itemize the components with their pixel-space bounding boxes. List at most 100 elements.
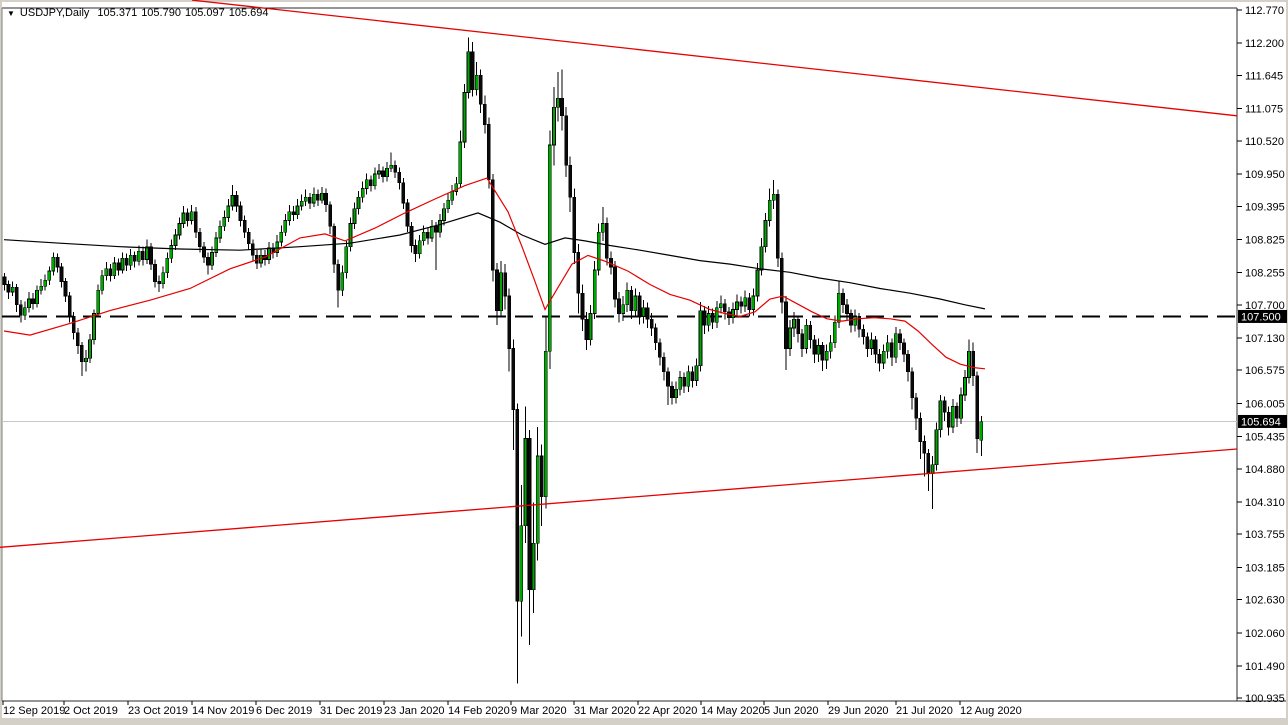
candle-body-bull — [621, 304, 625, 314]
price-axis-label: 107.700 — [1245, 300, 1285, 312]
candle — [714, 300, 719, 329]
candle — [320, 186, 324, 204]
candle — [311, 187, 316, 208]
candle-body-bull — [364, 179, 369, 189]
candle-body-bull — [84, 357, 88, 363]
candle-body-bull — [763, 220, 768, 248]
plot-area[interactable] — [2, 8, 1237, 701]
candle-body-bear — [59, 266, 64, 282]
price-axis-label: 110.520 — [1245, 136, 1284, 148]
candle — [169, 239, 174, 263]
candle-body-bull — [161, 272, 166, 285]
candle-body-bear — [841, 292, 845, 306]
candle-body-bear — [629, 289, 634, 311]
candle-body-bull — [686, 371, 691, 387]
candle — [287, 204, 292, 226]
candle-body-bear — [812, 339, 817, 355]
candle — [279, 225, 284, 247]
candle-body-bear — [906, 353, 910, 373]
candle-body-bull — [446, 199, 450, 210]
candle-body-bull — [836, 292, 841, 323]
candle — [576, 243, 581, 314]
time-axis-label: 14 Nov 2019 — [192, 705, 254, 717]
candle — [43, 274, 48, 291]
price-axis-label: 111.645 — [1245, 70, 1283, 82]
candle — [385, 161, 389, 182]
candle — [454, 176, 459, 196]
candle — [96, 284, 100, 318]
candle-body-bear — [324, 192, 328, 206]
candle — [381, 166, 385, 183]
candle — [230, 185, 235, 211]
candle — [898, 329, 902, 351]
price-axis-label: 109.950 — [1245, 169, 1285, 181]
candle-body-bear — [605, 223, 609, 259]
candle-body-bull — [458, 141, 463, 185]
candle-body-bear — [666, 371, 670, 387]
candle-body-bear — [116, 262, 121, 271]
candle-body-bear — [328, 204, 332, 227]
chart-ohlc-header: ▼ USDJPY,Daily 105.371 105.790 105.097 1… — [7, 7, 272, 19]
candle-body-bull — [474, 74, 479, 91]
candle-body-bear — [877, 353, 882, 364]
candle-body-bull — [43, 280, 48, 287]
candle-body-bear — [873, 339, 878, 355]
candle-body-bull — [438, 220, 442, 233]
candle-body-bear — [560, 98, 564, 117]
candle — [670, 381, 674, 405]
candle — [478, 69, 483, 113]
price-axis-label: 104.880 — [1245, 464, 1285, 476]
candle — [291, 205, 296, 222]
candle — [177, 217, 182, 240]
chart-menu-arrow-icon[interactable]: ▼ — [7, 8, 15, 18]
candle-body-bull — [283, 220, 288, 233]
candle-body-bear — [482, 103, 487, 125]
candle — [780, 252, 784, 314]
candle — [682, 372, 687, 394]
candle-body-bull — [47, 270, 52, 281]
candle-body-bull — [177, 223, 182, 236]
candle-body-bear — [413, 245, 418, 254]
candle-body-bear — [808, 324, 813, 341]
candle — [153, 259, 157, 288]
candle — [206, 252, 210, 275]
candle-body-bear — [193, 211, 198, 233]
candle-body-bull — [788, 327, 792, 349]
candle-body-bull — [136, 250, 141, 262]
candle — [918, 412, 923, 459]
price-axis[interactable]: 112.770 112.200 111.645 111.075 110.520 109.9… — [1237, 5, 1287, 705]
candle-body-bull — [967, 350, 971, 378]
candle-body-bear — [784, 301, 788, 349]
candle — [486, 117, 491, 189]
candle-body-bull — [222, 217, 227, 227]
candle — [739, 296, 744, 314]
candle-body-bear — [507, 295, 512, 349]
candle — [88, 333, 92, 363]
candle-body-bear — [657, 342, 662, 358]
candle-body-bull — [755, 269, 760, 297]
candle — [128, 248, 133, 270]
candle-body-bull — [145, 246, 149, 260]
candle — [922, 435, 927, 477]
candle — [950, 399, 955, 433]
candle — [568, 156, 573, 212]
candle-body-bull — [454, 183, 459, 192]
candle — [157, 275, 162, 293]
candle-body-bear — [775, 193, 780, 259]
candle-body-bear — [942, 400, 947, 413]
candle-body-bull — [88, 339, 92, 359]
candle-body-bear — [478, 74, 483, 105]
time-axis-label: 21 Jul 2020 — [896, 705, 953, 717]
candle — [79, 342, 84, 376]
candle-body-bear — [31, 298, 35, 305]
candle-body-bear — [486, 124, 491, 181]
candle-body-bear — [141, 250, 145, 260]
time-axis-label: 6 Dec 2019 — [256, 705, 312, 717]
candle — [889, 338, 894, 366]
candle — [234, 190, 239, 212]
candle-body-bull — [674, 388, 678, 399]
candle-body-bear — [108, 268, 113, 277]
candle — [853, 309, 857, 332]
